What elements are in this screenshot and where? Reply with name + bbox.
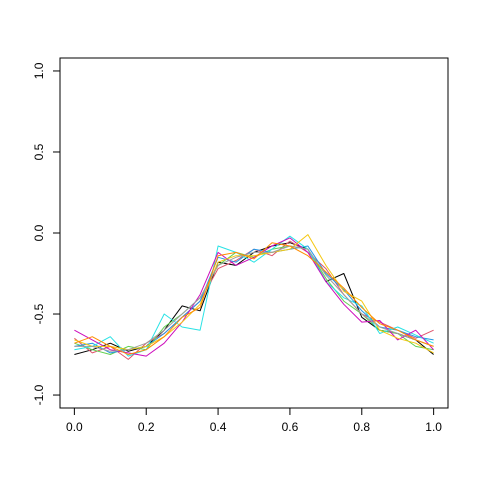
- series-line: [74, 245, 434, 352]
- x-tick-label: 0.6: [282, 420, 299, 434]
- x-tick-label: 0.2: [138, 420, 155, 434]
- series-line: [74, 242, 434, 355]
- y-tick-label: -1.0: [32, 384, 46, 405]
- y-tick-label: 0.0: [32, 224, 46, 241]
- series-line: [74, 235, 434, 357]
- x-tick-label: 0.4: [210, 420, 227, 434]
- series-line: [74, 234, 434, 354]
- y-tick-label: -0.5: [32, 303, 46, 324]
- y-tick-label: 0.5: [32, 143, 46, 160]
- plot-box: [59, 57, 449, 409]
- x-tick-label: 1.0: [425, 420, 442, 434]
- series-line: [74, 242, 434, 355]
- x-tick-label: 0.8: [353, 420, 370, 434]
- y-tick-label: 1.0: [32, 62, 46, 79]
- x-tick-label: 0.0: [66, 420, 83, 434]
